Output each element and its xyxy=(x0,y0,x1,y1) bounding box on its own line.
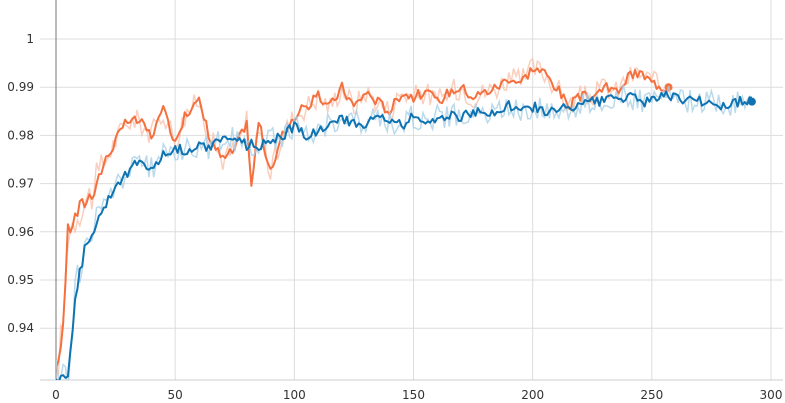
x-tick-label: 300 xyxy=(760,388,783,402)
x-tick-label: 0 xyxy=(52,388,60,402)
series-orange-line xyxy=(56,67,669,370)
series-blue-end-point xyxy=(747,97,756,106)
series-layer xyxy=(56,57,756,380)
series-blue-raw-line xyxy=(56,84,753,380)
x-axis: 0 50 100 150 200 250 300 xyxy=(40,379,783,402)
x-tick-label: 250 xyxy=(640,388,663,402)
y-tick-label: 0.95 xyxy=(7,273,34,287)
x-tick-label: 100 xyxy=(283,388,306,402)
x-tick-label: 200 xyxy=(521,388,544,402)
y-axis: 0.94 0.95 0.96 0.97 0.98 0.99 1 xyxy=(7,0,57,380)
y-tick-label: 0.94 xyxy=(7,321,34,335)
series-blue xyxy=(56,84,753,380)
x-tick-label: 50 xyxy=(168,388,183,402)
x-tick-label: 150 xyxy=(402,388,425,402)
y-tick-label: 0.96 xyxy=(7,225,34,239)
y-tick-label: 0.99 xyxy=(7,80,34,94)
y-tick-label: 0.97 xyxy=(7,177,34,191)
grid xyxy=(40,0,783,380)
y-tick-label: 1 xyxy=(26,32,34,46)
y-tick-label: 0.98 xyxy=(7,128,34,142)
series-blue-line xyxy=(56,90,752,380)
